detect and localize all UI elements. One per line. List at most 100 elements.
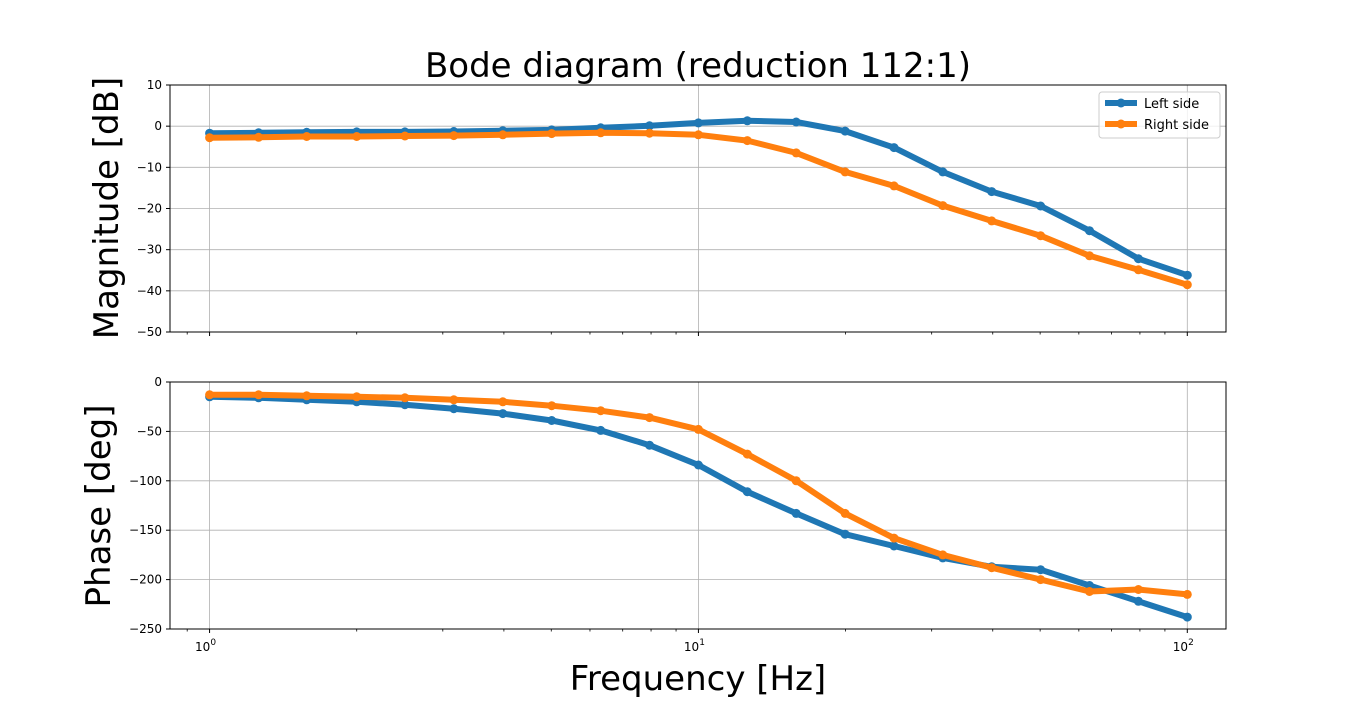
phase-right-side-point (938, 550, 948, 560)
magnitude-right-side-point (1085, 251, 1094, 261)
magnitude-left-side-point (1182, 270, 1192, 280)
phase-y-ticks: 0 −50 −100 −150 −200 −250 (129, 375, 170, 636)
magnitude-left-side-point (693, 118, 703, 128)
magnitude-left-side-point (645, 121, 654, 131)
phase-right-side-point (742, 449, 752, 459)
magnitude-y-tick-label: −50 (137, 325, 162, 339)
magnitude-right-side-point (938, 201, 948, 211)
phase-right-side-point (889, 533, 899, 543)
magnitude-left-side-point (889, 143, 899, 153)
magnitude-series (205, 116, 1192, 290)
magnitude-left-side-point (791, 117, 801, 127)
magnitude-left-side-point (1036, 201, 1046, 211)
magnitude-y-tick-label: 10 (147, 78, 162, 92)
phase-y-tick-label: −250 (129, 622, 162, 636)
phase-right-side-point (400, 393, 410, 403)
magnitude-right-side-point (547, 129, 557, 139)
magnitude-y-tick-label: 0 (154, 119, 162, 133)
x-tick-label: 100 (195, 638, 216, 654)
magnitude-y-tick-label: −40 (137, 284, 162, 298)
magnitude-right-side-point (254, 132, 264, 142)
phase-left-side-point (1133, 596, 1143, 606)
magnitude-right-side-point (987, 216, 997, 226)
phase-right-side-point (205, 390, 215, 400)
phase-right-side-point (352, 392, 362, 402)
phase-series (205, 390, 1192, 622)
magnitude-right-side-point (449, 131, 459, 141)
phase-right-side-point (791, 476, 801, 486)
magnitude-left-side-point (987, 187, 997, 197)
magnitude-right-side-point (693, 130, 703, 140)
magnitude-right-side-point (302, 132, 312, 141)
magnitude-left-side-point (1133, 254, 1143, 264)
phase-left-side-point (547, 416, 557, 425)
phase-right-side-point (547, 401, 557, 411)
phase-x-ticks: 100 101 102 (186, 629, 1194, 654)
phase-y-tick-label: −200 (129, 573, 162, 587)
magnitude-right-side-point (205, 133, 215, 143)
phase-left-side-point (449, 404, 459, 414)
phase-y-tick-label: −150 (129, 523, 162, 537)
magnitude-y-ticks: 10 0 −10 −20 −30 −40 −50 (137, 78, 170, 339)
phase-right-side-point (498, 397, 508, 407)
magnitude-right-side-point (352, 132, 362, 141)
phase-left-side-point (742, 487, 752, 497)
magnitude-x-ticks (186, 332, 1188, 336)
phase-right-side-point (987, 563, 997, 573)
legend: Left side Right side (1098, 91, 1221, 139)
phase-right-side-point (596, 406, 606, 416)
magnitude-left-side-point (1085, 226, 1094, 236)
phase-right-side-point (840, 508, 850, 518)
magnitude-left-side-point (938, 167, 948, 177)
magnitude-y-axis-label: Magnitude [dB] (87, 77, 127, 339)
legend-left-side-label: Left side (1144, 97, 1199, 112)
phase-left-side-point (596, 425, 606, 435)
phase-y-tick-label: −100 (129, 474, 162, 488)
phase-left-side-point (498, 409, 508, 419)
phase-right-side-point (449, 395, 459, 405)
chart-title: Bode diagram (reduction 112:1) (425, 46, 971, 86)
phase-left-side-point (1036, 565, 1046, 575)
phase-left-side-point (791, 508, 801, 518)
phase-right-side-point (1036, 575, 1046, 585)
magnitude-right-side-point (1036, 231, 1046, 241)
phase-left-side-point (693, 460, 703, 470)
phase-right-side-point (645, 413, 654, 423)
phase-right-side-point (1133, 585, 1143, 594)
magnitude-right-side-point (596, 128, 606, 138)
magnitude-right-side-point (889, 181, 899, 191)
phase-grid (170, 381, 1226, 630)
phase-left-side-point (400, 400, 410, 410)
magnitude-right-side-point (791, 148, 801, 158)
magnitude-left-side-point (742, 116, 752, 126)
phase-left-side-point (645, 440, 654, 450)
phase-y-axis-label: Phase [deg] (79, 405, 119, 608)
legend-right-side-marker (1116, 119, 1126, 129)
phase-y-tick-label: −50 (137, 424, 162, 438)
x-tick-label: 102 (1173, 638, 1194, 654)
magnitude-right-side-point (742, 136, 752, 146)
magnitude-y-tick-label: −10 (137, 160, 162, 174)
magnitude-right-side-point (1182, 280, 1192, 290)
phase-y-tick-label: 0 (154, 375, 162, 389)
x-tick-label: 101 (684, 638, 705, 654)
magnitude-right-side-point (645, 128, 654, 138)
phase-right-side-point (254, 390, 264, 400)
legend-left-side-marker (1116, 98, 1126, 108)
phase-plot-frame (169, 381, 1227, 630)
magnitude-right-side-point (498, 130, 508, 140)
phase-left-side-point (840, 529, 850, 539)
magnitude-y-tick-label: −20 (137, 202, 162, 216)
phase-left-side-point (889, 541, 899, 551)
magnitude-right-side-point (1133, 265, 1143, 275)
magnitude-left-side-point (840, 126, 850, 136)
phase-left-side-point (1182, 612, 1192, 622)
magnitude-y-tick-label: −30 (137, 243, 162, 257)
phase-right-side-point (302, 391, 312, 401)
phase-right-side-point (1182, 589, 1192, 599)
phase-right-side-point (1085, 587, 1094, 596)
phase-right-side-point (693, 424, 703, 434)
magnitude-right-side-point (400, 131, 410, 141)
x-axis-label: Frequency [Hz] (570, 659, 826, 699)
